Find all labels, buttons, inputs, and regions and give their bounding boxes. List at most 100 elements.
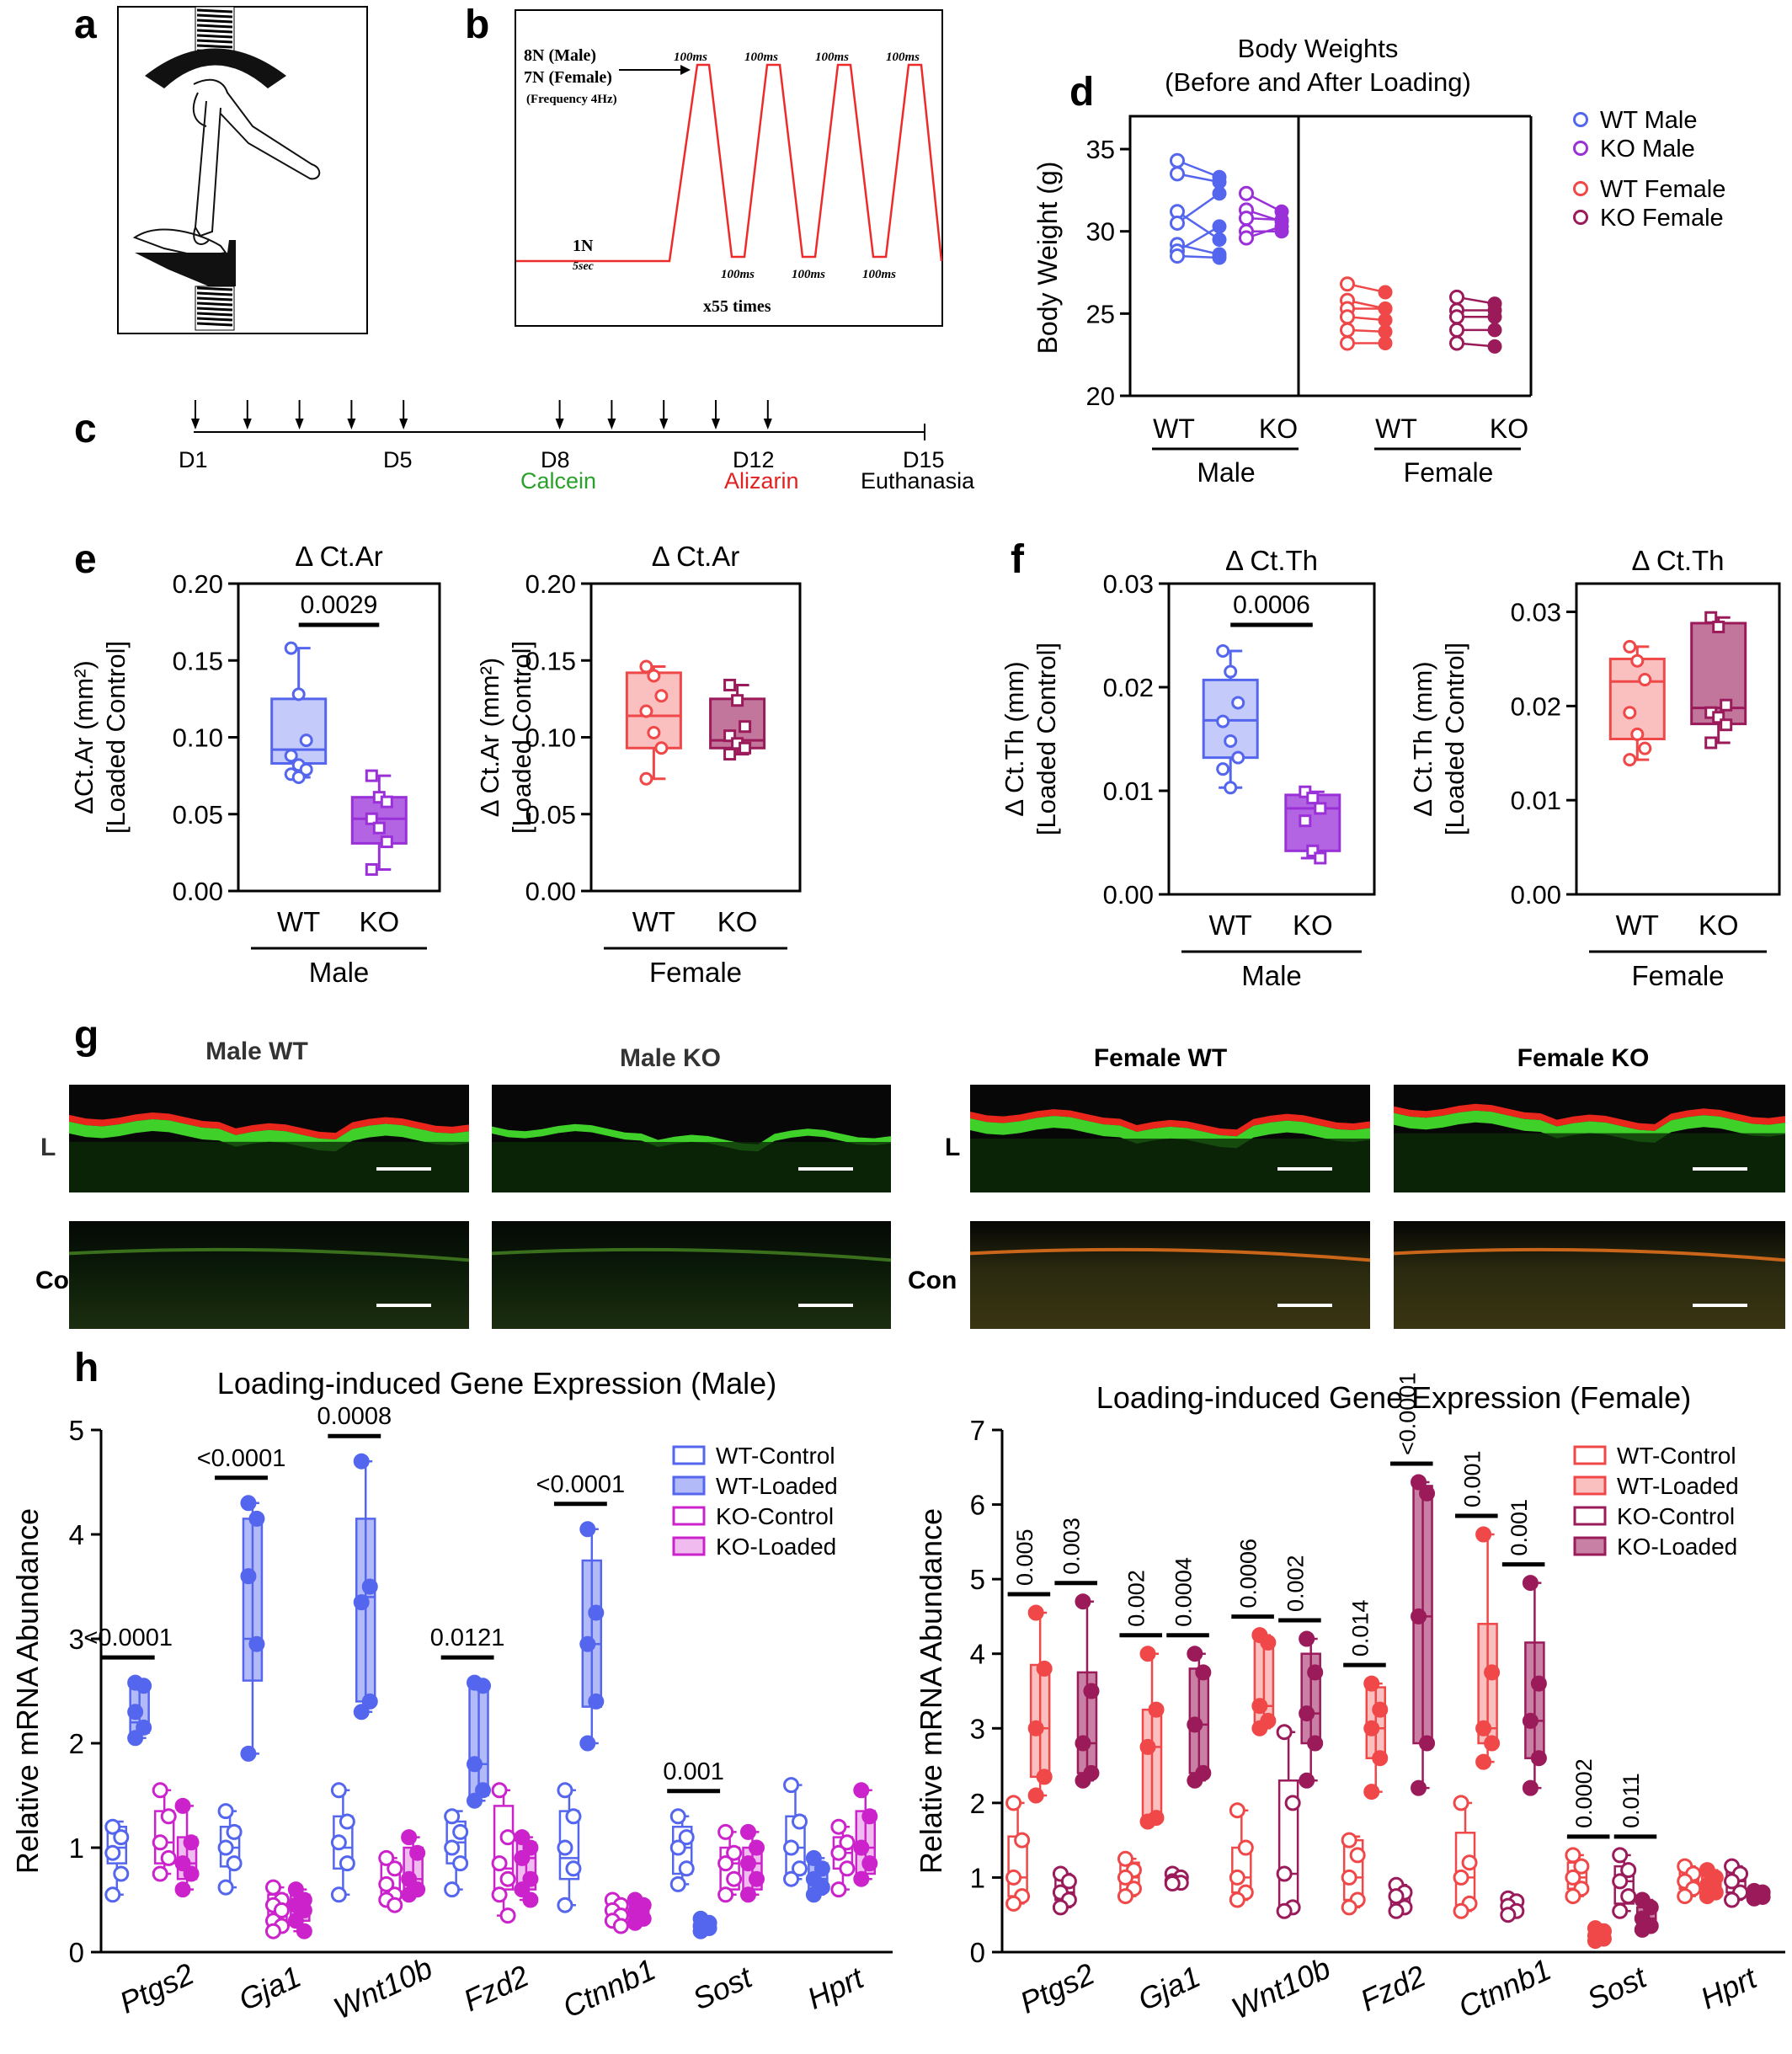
data-point	[475, 1678, 492, 1694]
waveform-peak-male-label: 8N (Male)	[524, 46, 596, 65]
data-point	[739, 741, 752, 755]
panel-letter-b: b	[465, 3, 489, 47]
panel-d-body-weights: Body Weights (Before and After Loading) …	[1032, 34, 1725, 488]
data-point	[1075, 1735, 1091, 1752]
data-point	[330, 1782, 347, 1799]
x-category-label: WT	[1209, 910, 1252, 941]
data-point	[248, 1510, 265, 1527]
data-point	[1299, 1630, 1315, 1647]
data-point	[401, 1886, 418, 1903]
data-point	[579, 1735, 596, 1752]
data-point	[1036, 1769, 1053, 1785]
data-point	[273, 1902, 290, 1918]
data-point	[853, 1782, 870, 1799]
box-iqr	[355, 1518, 376, 1703]
data-point	[839, 1860, 856, 1877]
data-point	[330, 1886, 347, 1903]
x-category-label: KO	[717, 906, 758, 937]
data-point	[217, 1879, 234, 1896]
legend-label: KO-Control	[1617, 1503, 1735, 1529]
y-tick-label: 0.00	[525, 877, 576, 906]
legend-marker	[672, 1445, 706, 1465]
weight-after-point	[1487, 339, 1502, 354]
spring-coil	[196, 296, 233, 301]
data-point	[1475, 1720, 1492, 1737]
data-point	[467, 1756, 483, 1773]
data-point	[1005, 1795, 1022, 1811]
weight-before-point	[1239, 230, 1254, 246]
y-tick-label: 0.20	[173, 569, 223, 599]
weight-after-point	[1212, 186, 1227, 201]
y-tick-label: 2	[970, 1788, 985, 1819]
weight-after-point	[1212, 232, 1227, 247]
y-tick-label: 0	[69, 1937, 84, 1968]
y-tick-label: 0.15	[525, 646, 576, 675]
data-point	[264, 1879, 281, 1896]
data-point	[726, 1844, 743, 1861]
data-point	[491, 1855, 508, 1872]
p-value-label: 0.0008	[317, 1403, 392, 1430]
bone-tissue	[970, 1139, 1370, 1192]
data-point	[378, 1875, 395, 1892]
group-label: Female	[1631, 960, 1724, 991]
alizarin-label-band	[970, 1109, 1370, 1137]
data-point	[291, 687, 306, 702]
y-tick-label: 0.05	[525, 800, 576, 830]
data-point	[1260, 1634, 1277, 1651]
data-point	[264, 1923, 281, 1939]
data-point	[1276, 1724, 1293, 1741]
data-point	[1187, 1772, 1203, 1789]
data-point	[1224, 664, 1238, 679]
periosteal-surface	[491, 1247, 892, 1262]
x-category-label: Gja1	[1133, 1959, 1205, 2017]
waveform-frequency-label: (Frequency 4Hz)	[526, 93, 617, 106]
data-point	[361, 1578, 378, 1595]
y-tick-label: 0.10	[525, 723, 576, 753]
data-point	[1224, 781, 1238, 795]
y-tick-label: 25	[1086, 299, 1115, 328]
y-tick-label: 3	[970, 1713, 985, 1744]
micrograph-image	[1394, 1221, 1785, 1329]
data-point	[1522, 1779, 1539, 1796]
legend-label: WT-Loaded	[716, 1473, 838, 1499]
data-point	[160, 1808, 177, 1825]
data-point	[499, 1870, 516, 1887]
calcein-label-band	[970, 1116, 1370, 1149]
p-value-label: 0.003	[1059, 1518, 1085, 1575]
data-point	[739, 1823, 756, 1840]
x-category-label: KO	[1293, 910, 1333, 941]
data-point	[1461, 1854, 1478, 1871]
x-category-label: WT	[1153, 413, 1195, 444]
data-point	[353, 1704, 370, 1721]
data-point	[1299, 1772, 1315, 1789]
periosteal-surface	[68, 1247, 470, 1262]
data-point	[1419, 1735, 1436, 1752]
data-point	[588, 1604, 605, 1621]
data-point	[739, 1855, 756, 1872]
data-point	[1117, 1888, 1133, 1905]
data-point	[588, 1693, 605, 1710]
data-point	[240, 1745, 257, 1762]
p-value-label: 0.002	[1283, 1555, 1308, 1612]
x-category-label: KO	[1259, 413, 1298, 444]
data-point	[1187, 1716, 1203, 1733]
data-point	[522, 1870, 539, 1887]
weight-before-point	[1340, 335, 1355, 351]
p-value-label: <0.0001	[536, 1471, 626, 1498]
waveform-peak-duration-label: 100ms	[815, 51, 849, 64]
x-category-label: KO	[1699, 910, 1739, 941]
weight-before-point	[1340, 309, 1355, 325]
data-point	[748, 1870, 765, 1887]
y-tick-label: 0.01	[1511, 786, 1561, 815]
data-point	[1005, 1895, 1022, 1912]
p-value-label: <0.0001	[1395, 1373, 1420, 1455]
data-point	[579, 1635, 596, 1652]
data-point	[522, 1839, 539, 1856]
x-category-label: WT	[1616, 910, 1659, 941]
data-point	[514, 1849, 531, 1866]
p-value-label: 0.001	[663, 1758, 724, 1785]
y-axis-label: ΔCt.Ar (mm²)	[69, 660, 99, 814]
data-point	[1372, 1750, 1389, 1767]
data-point	[1612, 1873, 1629, 1890]
